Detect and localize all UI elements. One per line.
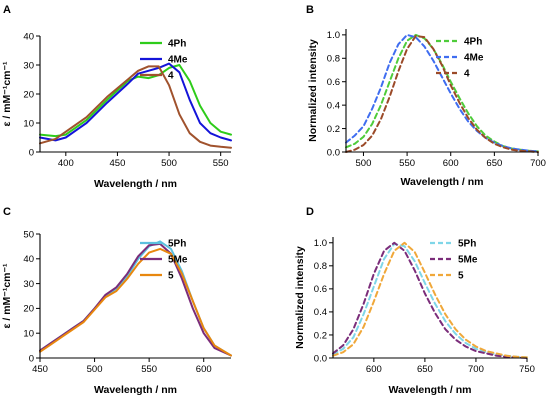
series-line-5ph <box>39 240 232 357</box>
y-tick-label: 40 <box>23 31 34 42</box>
x-tick-label: 450 <box>110 158 126 169</box>
legend-label: 4Ph <box>464 37 482 48</box>
y-tick-label: 0.4 <box>314 307 327 318</box>
legend: 4Ph 4Me 4 <box>436 37 484 80</box>
y-tick-label: 10 <box>23 329 34 340</box>
series-line-4ph <box>345 33 539 153</box>
legend-label: 5Me <box>458 255 478 266</box>
x-tick-label: 700 <box>530 158 546 169</box>
x-tick-label: 700 <box>468 364 484 375</box>
legend: 5Ph 5Me 5 <box>430 239 478 282</box>
x-tick-label: 550 <box>141 364 157 375</box>
y-tick-label: 50 <box>23 229 34 240</box>
y-tick-label: 30 <box>23 279 34 290</box>
legend-label: 5 <box>458 271 464 282</box>
legend-label: 5Me <box>168 255 188 266</box>
legend-label: 5Ph <box>458 239 476 250</box>
y-tick-label: 0.2 <box>314 330 327 341</box>
chart-panel-a: A 400 450 500 550 0 10 20 30 40 Wavelength / nm ε /… <box>1 4 232 190</box>
y-tick-label: 20 <box>23 89 34 100</box>
x-tick-label: 500 <box>356 158 372 169</box>
y-tick-label: 0 <box>29 147 34 158</box>
panel-letter: A <box>3 4 11 16</box>
series-line-4ph <box>39 64 232 138</box>
x-axis-title: Wavelength / nm <box>94 384 177 396</box>
y-axis-title: Normalized intensity <box>307 39 319 142</box>
x-axis-title: Wavelength / nm <box>94 178 177 190</box>
series-line-4 <box>345 35 539 153</box>
y-axis-title: ε / mM⁻¹cm⁻¹ <box>1 61 13 127</box>
y-tick-label: 10 <box>23 118 34 129</box>
panel-letter: D <box>306 206 314 218</box>
legend: 5Ph 5Me 5 <box>140 239 188 282</box>
legend-label: 5 <box>168 271 174 282</box>
chart-panel-d: D 600 650 700 750 0.0 0.2 0.4 0.6 0.8 1.0 Wavelengt… <box>294 206 535 396</box>
x-tick-label: 600 <box>366 364 382 375</box>
y-tick-label: 0.6 <box>314 284 327 295</box>
y-tick-label: 0.2 <box>327 124 340 135</box>
series-line-5me <box>39 242 232 357</box>
series-line-5me <box>332 241 528 359</box>
y-tick-label: 20 <box>23 304 34 315</box>
legend-label: 5Ph <box>168 239 186 250</box>
legend-label: 4 <box>464 69 470 80</box>
x-tick-label: 500 <box>161 158 177 169</box>
series-line-4me <box>39 62 232 142</box>
x-tick-label: 550 <box>399 158 415 169</box>
x-tick-label: 600 <box>443 158 459 169</box>
y-tick-label: 0.6 <box>327 77 340 88</box>
y-axis-title: ε / mM⁻¹cm⁻¹ <box>1 263 13 329</box>
panel-letter: B <box>306 4 314 16</box>
y-tick-label: 30 <box>23 60 34 71</box>
x-tick-label: 600 <box>196 364 212 375</box>
y-tick-label: 0.8 <box>314 261 327 272</box>
chart-panel-b: B 500 550 600 650 700 0.0 0.2 0.4 0.6 0.8 1.0 Wavele… <box>306 4 546 188</box>
y-tick-label: 40 <box>23 254 34 265</box>
legend-label: 4Me <box>464 53 484 64</box>
series-line-5 <box>39 247 232 357</box>
chart-panel-c: C 450 500 550 600 0 10 20 30 40 50 Wavelength / nm ε… <box>1 206 232 396</box>
x-axis-title: Wavelength / nm <box>400 176 483 188</box>
legend-label: 4 <box>168 71 174 82</box>
y-tick-label: 1.0 <box>327 30 340 41</box>
y-tick-label: 0.0 <box>327 147 340 158</box>
y-tick-label: 0 <box>29 353 34 364</box>
x-tick-label: 450 <box>32 364 48 375</box>
series-line-4me <box>345 33 539 153</box>
series-line-5ph <box>332 242 528 359</box>
x-tick-label: 750 <box>519 364 535 375</box>
x-tick-label: 400 <box>58 158 74 169</box>
x-tick-label: 650 <box>486 158 502 169</box>
legend-label: 4Ph <box>168 39 186 50</box>
y-tick-label: 0.4 <box>327 100 340 111</box>
y-axis-title: Normalized intensity <box>294 246 306 349</box>
series-line-4 <box>39 65 232 149</box>
y-tick-label: 1.0 <box>314 238 327 249</box>
x-tick-label: 550 <box>213 158 229 169</box>
x-axis-title: Wavelength / nm <box>388 384 471 396</box>
x-tick-label: 500 <box>87 364 103 375</box>
series-line-5 <box>332 241 528 359</box>
y-tick-label: 0.8 <box>327 54 340 65</box>
y-tick-label: 0.0 <box>314 353 327 364</box>
panel-letter: C <box>3 206 11 218</box>
legend-label: 4Me <box>168 55 188 66</box>
legend: 4Ph 4Me 4 <box>140 39 188 82</box>
x-tick-label: 650 <box>417 364 433 375</box>
